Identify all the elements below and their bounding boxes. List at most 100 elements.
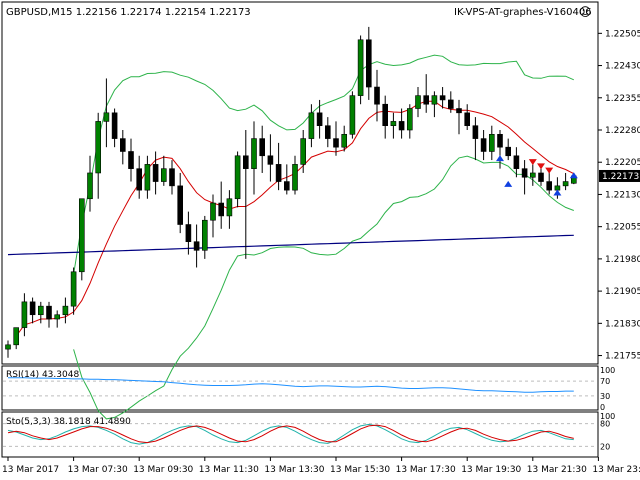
candle [456, 99, 462, 135]
candle-body [415, 95, 421, 109]
candle-body [513, 155, 520, 169]
candle [357, 35, 364, 105]
candle-body [62, 305, 69, 316]
candle [202, 215, 208, 259]
candle [447, 91, 454, 113]
candle [218, 181, 224, 229]
candle [21, 293, 28, 337]
candle [562, 172, 569, 191]
candle [87, 155, 93, 212]
candle [283, 164, 290, 195]
time-tick-label: 13 Mar 21:30 [527, 465, 587, 475]
price-tick-label: 1.22130 [605, 190, 640, 200]
candle [472, 117, 479, 161]
candle [79, 198, 85, 281]
candle-body [316, 112, 323, 127]
slow-ma-line [7, 234, 574, 256]
candle [95, 112, 101, 199]
candle-body [193, 241, 200, 251]
candle-body [562, 181, 569, 187]
panel-tick-label: 0 [600, 403, 605, 412]
candle-body [243, 155, 249, 169]
candle-body [497, 133, 503, 148]
candle [120, 130, 126, 165]
time-tick-label: 13 Mar 15:30 [330, 465, 390, 475]
rsi-line [8, 377, 574, 393]
candle [46, 301, 52, 328]
candle-body [538, 172, 544, 182]
candle-body [456, 108, 462, 114]
candle-body [529, 172, 536, 178]
candles-layer [5, 26, 577, 358]
stoch-label: Sto(5,3,3) 38.1818 41.4890 [6, 417, 131, 427]
buy-arrow-icon [496, 155, 504, 162]
buy-arrow-icon [553, 189, 562, 196]
candle-body [464, 112, 471, 127]
candle-body [349, 95, 356, 135]
candle-body [406, 108, 413, 131]
panel-tick-label: 30 [600, 392, 610, 401]
candle [62, 297, 69, 324]
candle [316, 99, 323, 139]
candle-body [292, 164, 298, 191]
candle [292, 155, 298, 195]
candle-body [29, 301, 36, 316]
price-tick-label: 1.22205 [605, 158, 640, 168]
candle-body [308, 112, 315, 139]
candle-body [439, 95, 446, 101]
candle-body [398, 121, 405, 131]
candle-body [120, 138, 126, 152]
candle-body [390, 121, 397, 127]
smiley-icon: ☺ [579, 5, 592, 19]
time-tick-label: 13 Mar 11:30 [199, 465, 259, 475]
candle-body [341, 133, 348, 148]
candle [29, 297, 36, 324]
candle-body [46, 305, 52, 320]
candle [13, 327, 19, 350]
candle [37, 301, 44, 324]
rsi-label: RSI(14) 43.3048 [6, 370, 79, 380]
candle-body [144, 164, 151, 191]
candle-body [357, 39, 364, 96]
candle-body [521, 168, 528, 178]
price-tick-label: 1.21755 [605, 352, 640, 362]
candle-body [333, 138, 339, 148]
buy-arrow-icon [504, 180, 513, 187]
candle-body [480, 138, 487, 152]
sell-arrow-icon [528, 159, 537, 166]
price-tick-label: 1.22505 [605, 29, 640, 39]
candle [480, 130, 487, 161]
bollinger-bands-layer [73, 54, 575, 420]
candle-body [5, 344, 11, 350]
time-tick-label: 13 Mar 17:30 [396, 465, 456, 475]
candle [5, 340, 11, 358]
candle-body [259, 138, 266, 157]
time-tick-label: 13 Mar 07:30 [68, 465, 128, 475]
panel-tick-label: 100 [600, 366, 615, 375]
candle [251, 121, 257, 195]
signal-arrows-layer [496, 155, 578, 196]
candle-body [54, 314, 61, 320]
candle-body [374, 86, 380, 105]
candle-body [87, 172, 93, 200]
candle [259, 125, 266, 173]
candle [333, 121, 339, 156]
candle-body [152, 164, 159, 182]
candle [513, 147, 520, 178]
candle-body [185, 224, 192, 243]
candle [365, 26, 372, 100]
candle-body [37, 305, 44, 316]
candle [169, 160, 175, 195]
price-tick-label: 1.22280 [605, 126, 640, 136]
candle-body [275, 164, 282, 182]
panel-tick-label: 70 [600, 377, 610, 386]
candle-body [546, 181, 553, 191]
candle [324, 117, 331, 148]
main-chart-frame[interactable] [1, 1, 599, 365]
candle [103, 78, 110, 148]
candle [300, 130, 307, 173]
candle-body [111, 112, 118, 139]
candle-body [472, 125, 479, 139]
rsi-panel-frame[interactable] [1, 365, 599, 411]
